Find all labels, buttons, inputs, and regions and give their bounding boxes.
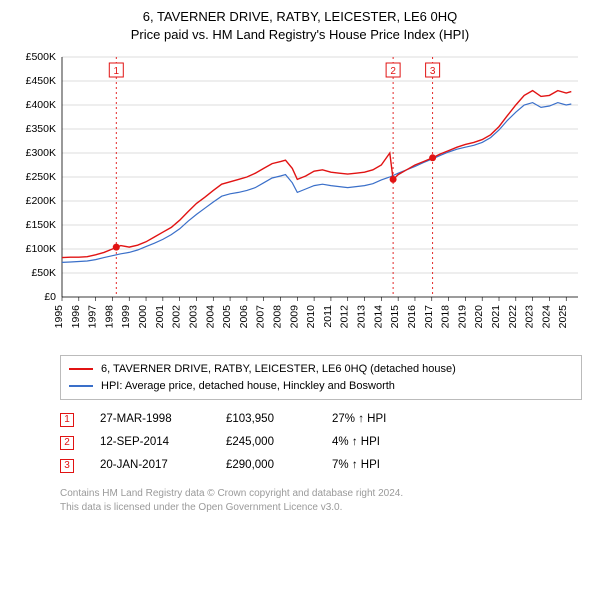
svg-text:2022: 2022 (507, 305, 519, 329)
attribution-line2: This data is licensed under the Open Gov… (60, 501, 582, 515)
transaction-pct: 27% ↑ HPI (332, 408, 432, 431)
svg-text:£500K: £500K (26, 51, 56, 63)
svg-text:2020: 2020 (473, 305, 485, 329)
svg-text:2012: 2012 (339, 305, 351, 329)
transaction-price: £103,950 (226, 408, 306, 431)
transaction-date: 12-SEP-2014 (100, 431, 200, 454)
svg-text:£450K: £450K (26, 75, 56, 87)
transaction-date: 27-MAR-1998 (100, 408, 200, 431)
legend-row-hpi: HPI: Average price, detached house, Hinc… (69, 378, 573, 395)
legend: 6, TAVERNER DRIVE, RATBY, LEICESTER, LE6… (60, 355, 582, 400)
svg-text:2017: 2017 (423, 305, 435, 329)
svg-text:1999: 1999 (120, 305, 132, 329)
transaction-marker: 3 (60, 459, 74, 473)
chart-area: £0 £50K £100K £150K £200K £250K £300K £350K £400… (12, 49, 588, 349)
transaction-price: £290,000 (226, 454, 306, 477)
title-line2: Price paid vs. HM Land Registry's House … (12, 26, 588, 44)
legend-label-property: 6, TAVERNER DRIVE, RATBY, LEICESTER, LE6… (101, 361, 456, 378)
svg-text:£50K: £50K (31, 267, 56, 279)
svg-text:1995: 1995 (53, 305, 65, 329)
legend-swatch-property (69, 368, 93, 370)
svg-text:£150K: £150K (26, 219, 56, 231)
svg-text:2007: 2007 (255, 305, 267, 329)
svg-text:2019: 2019 (456, 305, 468, 329)
legend-swatch-hpi (69, 385, 93, 387)
svg-text:£300K: £300K (26, 147, 56, 159)
transaction-price: £245,000 (226, 431, 306, 454)
chart-title: 6, TAVERNER DRIVE, RATBY, LEICESTER, LE6… (12, 8, 588, 43)
svg-text:2018: 2018 (440, 305, 452, 329)
attribution-line1: Contains HM Land Registry data © Crown c… (60, 487, 582, 501)
line-chart-svg: £0 £50K £100K £150K £200K £250K £300K £350K £400… (12, 49, 588, 349)
svg-text:£100K: £100K (26, 243, 56, 255)
svg-text:2025: 2025 (557, 305, 569, 329)
svg-text:£0: £0 (44, 291, 56, 303)
svg-text:2000: 2000 (137, 305, 149, 329)
svg-text:3: 3 (430, 66, 436, 77)
svg-text:£350K: £350K (26, 123, 56, 135)
svg-text:2002: 2002 (171, 305, 183, 329)
legend-label-hpi: HPI: Average price, detached house, Hinc… (101, 378, 395, 395)
transaction-pct: 4% ↑ HPI (332, 431, 432, 454)
svg-text:2008: 2008 (272, 305, 284, 329)
svg-text:2004: 2004 (204, 305, 216, 329)
transaction-row: 2 12-SEP-2014 £245,000 4% ↑ HPI (60, 431, 582, 454)
svg-text:2: 2 (390, 66, 396, 77)
svg-text:2011: 2011 (322, 305, 334, 328)
svg-text:2001: 2001 (154, 305, 166, 329)
svg-text:£250K: £250K (26, 171, 56, 183)
svg-text:2006: 2006 (238, 305, 250, 329)
svg-text:2005: 2005 (221, 305, 233, 329)
transaction-date: 20-JAN-2017 (100, 454, 200, 477)
transaction-row: 3 20-JAN-2017 £290,000 7% ↑ HPI (60, 454, 582, 477)
svg-text:1998: 1998 (103, 305, 115, 329)
svg-text:2015: 2015 (389, 305, 401, 329)
transaction-marker: 2 (60, 436, 74, 450)
transaction-pct: 7% ↑ HPI (332, 454, 432, 477)
svg-text:1996: 1996 (70, 305, 82, 329)
legend-row-property: 6, TAVERNER DRIVE, RATBY, LEICESTER, LE6… (69, 361, 573, 378)
svg-text:£200K: £200K (26, 195, 56, 207)
transaction-marker: 1 (60, 413, 74, 427)
svg-text:2013: 2013 (356, 305, 368, 329)
title-line1: 6, TAVERNER DRIVE, RATBY, LEICESTER, LE6… (12, 8, 588, 26)
svg-text:2010: 2010 (305, 305, 317, 329)
svg-text:2014: 2014 (372, 305, 384, 329)
svg-text:2009: 2009 (288, 305, 300, 329)
attribution: Contains HM Land Registry data © Crown c… (60, 487, 582, 514)
svg-text:2023: 2023 (524, 305, 536, 329)
svg-text:2024: 2024 (540, 305, 552, 329)
svg-text:1: 1 (114, 66, 120, 77)
svg-text:2016: 2016 (406, 305, 418, 329)
transactions-table: 1 27-MAR-1998 £103,950 27% ↑ HPI 2 12-SE… (60, 408, 582, 477)
svg-text:2021: 2021 (490, 305, 502, 329)
transaction-row: 1 27-MAR-1998 £103,950 27% ↑ HPI (60, 408, 582, 431)
svg-text:1997: 1997 (87, 305, 99, 329)
svg-text:2003: 2003 (187, 305, 199, 329)
svg-text:£400K: £400K (26, 99, 56, 111)
